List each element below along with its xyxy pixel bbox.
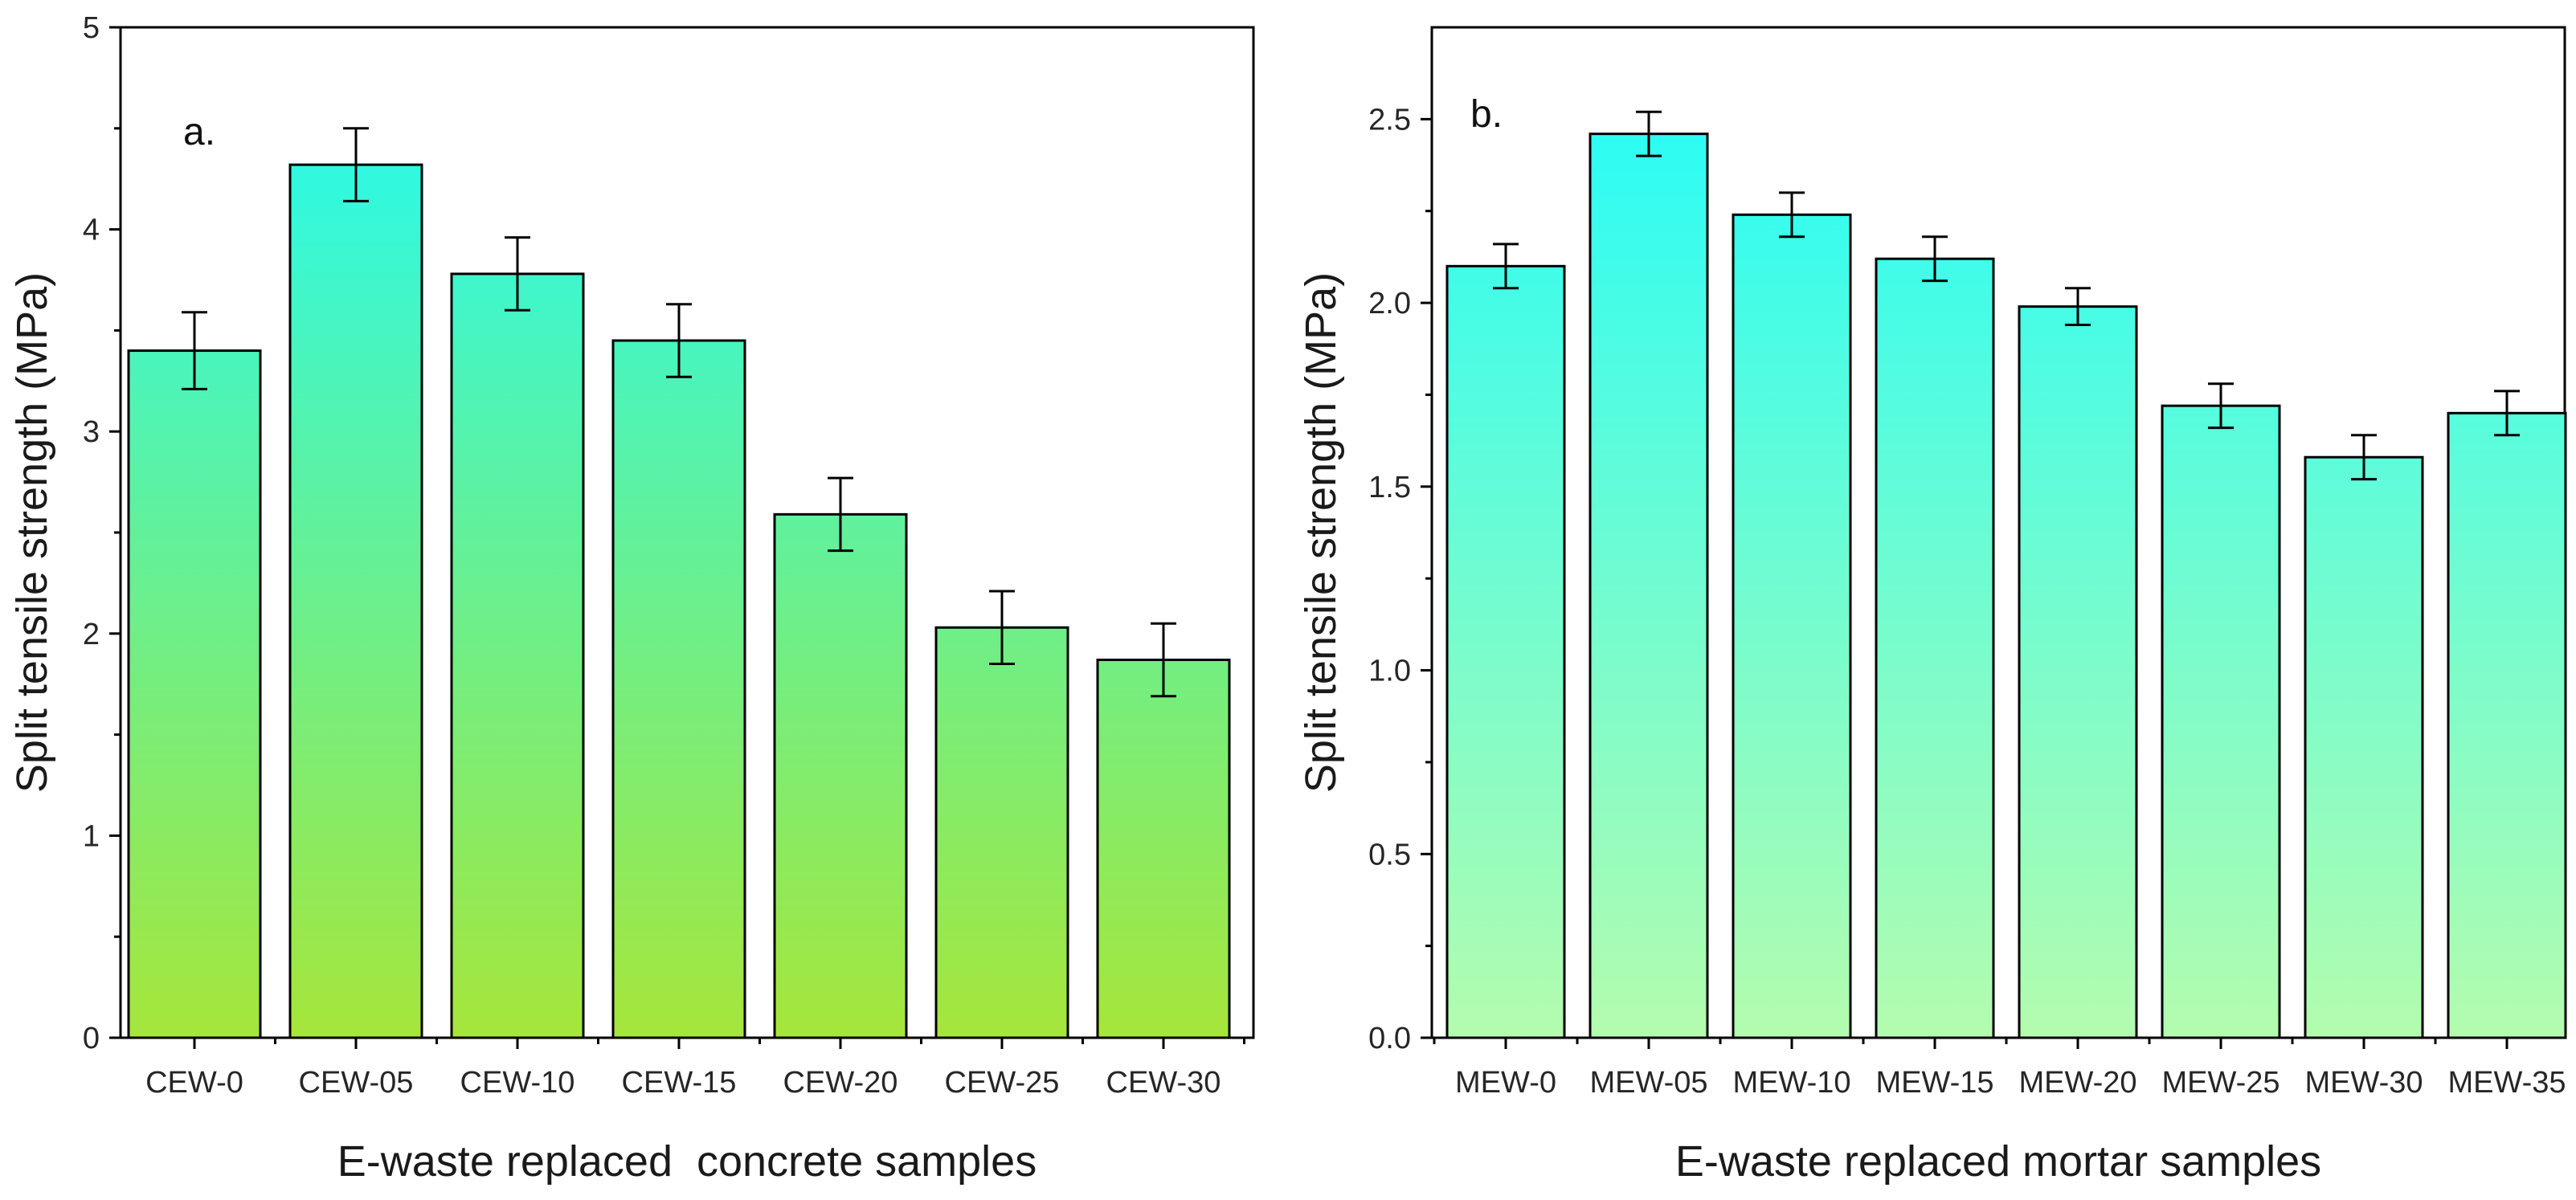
- y-tick-label: 1: [83, 819, 100, 853]
- error-bar-a-cew-15: [666, 303, 692, 378]
- x-axis-ticks-a: CEW-0 CEW-05 CEW-10 CEW-15 CEW-20 CEW-25 CEW-3…: [145, 1038, 1245, 1100]
- y-tick-label: 2: [83, 618, 100, 651]
- x-tick-label: CEW-20: [783, 1066, 898, 1100]
- bar-b-mew-25: [2161, 404, 2281, 1039]
- bar-a-cew-0: [127, 349, 262, 1039]
- y-tick-label: 0.0: [1368, 1022, 1411, 1055]
- error-bar-b-mew-15: [1922, 235, 1948, 283]
- x-tick-label: CEW-05: [299, 1066, 414, 1100]
- x-tick-label: CEW-15: [622, 1066, 737, 1100]
- bar-b-mew-35: [2447, 411, 2567, 1039]
- bar-b-mew-05: [1589, 133, 1709, 1039]
- y-tick-label: 3: [83, 415, 100, 449]
- y-tick-label: 4: [83, 214, 100, 247]
- error-bar-b-mew-0: [1493, 243, 1519, 290]
- x-tick-label: CEW-25: [945, 1066, 1060, 1100]
- error-bar-a-cew-20: [828, 476, 853, 553]
- bar-b-mew-0: [1445, 264, 1566, 1039]
- y-axis-ticks-b: 0.0 0.5 1.0 1.5 2.0 2.5: [1368, 103, 1432, 1055]
- y-tick-label: 2.0: [1368, 287, 1411, 320]
- error-bar-b-mew-05: [1636, 110, 1662, 157]
- x-tick-label: MEW-15: [1875, 1066, 1993, 1100]
- x-tick-label: MEW-35: [2447, 1066, 2566, 1100]
- bar-group-a: [127, 163, 1231, 1039]
- error-bar-b-mew-30: [2351, 434, 2377, 481]
- bar-b-mew-20: [2018, 305, 2138, 1039]
- x-axis-ticks-b: MEW-0 MEW-05 MEW-10 MEW-15 MEW-20 MEW-25 MEW-3…: [1433, 1038, 2566, 1100]
- error-bar-group-a: [182, 127, 1176, 698]
- x-tick-label: MEW-0: [1455, 1066, 1556, 1100]
- error-bar-b-mew-25: [2208, 382, 2234, 430]
- y-tick-label: 2.5: [1368, 103, 1411, 137]
- panel-b: 0.00.51.01.52.02.5 MEW-0 MEW-05 MEW-10 MEW-…: [1297, 26, 2567, 1186]
- bar-group-b: [1445, 133, 2567, 1039]
- y-axis-title-a: Split tensile strength (MPa): [8, 272, 56, 793]
- x-tick-label: MEW-20: [2018, 1066, 2136, 1100]
- y-tick-label: 0: [83, 1022, 100, 1055]
- x-axis-title-a: E-waste replaced concrete samples: [337, 1137, 1037, 1186]
- y-tick-label: 1.5: [1368, 471, 1411, 504]
- y-tick-label: 5: [83, 11, 100, 45]
- bar-a-cew-15: [611, 339, 746, 1039]
- error-bar-b-mew-20: [2065, 287, 2091, 327]
- error-bar-b-mew-10: [1779, 191, 1805, 239]
- y-axis-title-b: Split tensile strength (MPa): [1297, 272, 1345, 793]
- error-bar-a-cew-10: [505, 236, 530, 312]
- bar-b-mew-15: [1875, 257, 1995, 1039]
- x-tick-label: CEW-10: [460, 1066, 575, 1100]
- error-bar-a-cew-05: [343, 127, 369, 202]
- bar-a-cew-25: [934, 626, 1069, 1039]
- x-tick-label: CEW-0: [145, 1066, 243, 1100]
- panel-label-b: b.: [1470, 93, 1503, 136]
- y-tick-label: 0.5: [1368, 838, 1411, 871]
- panel-label-a: a.: [183, 111, 215, 153]
- error-bar-a-cew-30: [1151, 622, 1176, 698]
- bar-a-cew-10: [450, 272, 585, 1039]
- bar-a-cew-30: [1096, 659, 1231, 1039]
- bar-a-cew-05: [288, 163, 423, 1039]
- x-tick-label: MEW-05: [1589, 1066, 1707, 1100]
- y-axis-ticks-a: 0 1 2 3 4 5: [83, 11, 121, 1055]
- error-bar-b-mew-35: [2494, 390, 2520, 437]
- x-tick-label: MEW-10: [1732, 1066, 1850, 1100]
- error-bar-group-b: [1493, 110, 2520, 481]
- bar-a-cew-20: [773, 512, 908, 1039]
- bar-b-mew-10: [1732, 213, 1852, 1039]
- error-bar-a-cew-0: [182, 311, 207, 390]
- x-tick-label: MEW-30: [2304, 1066, 2423, 1100]
- x-axis-title-b: E-waste replaced mortar samples: [1675, 1137, 2321, 1186]
- y-tick-label: 1.0: [1368, 655, 1411, 688]
- x-tick-label: CEW-30: [1106, 1066, 1221, 1100]
- x-tick-label: MEW-25: [2161, 1066, 2280, 1100]
- error-bar-a-cew-25: [989, 590, 1015, 666]
- bar-b-mew-30: [2304, 455, 2424, 1039]
